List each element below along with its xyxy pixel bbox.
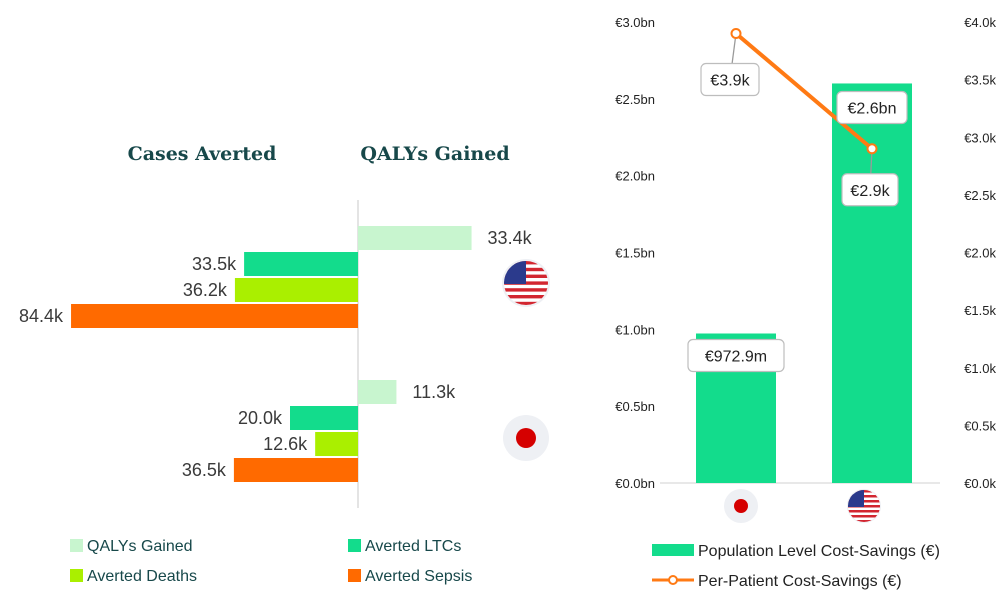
bar-label-usa: €2.6bn <box>848 100 897 117</box>
usa-flag-icon <box>502 259 550 307</box>
legend-marker-per-patient <box>668 575 678 585</box>
legend-swatch-population <box>652 544 694 556</box>
left-axis-tick: €2.5bn <box>615 92 655 107</box>
line-marker-1 <box>866 143 878 155</box>
bar-qalys <box>358 226 472 250</box>
right-axis-tick: €3.0k <box>964 130 996 145</box>
data-label-qalys: 33.4k <box>488 228 533 248</box>
left-axis-tick: €1.5bn <box>615 246 655 261</box>
bar-label-japan-box <box>687 338 785 373</box>
japan-flag-icon <box>503 415 549 461</box>
bar-ltcs <box>290 406 358 430</box>
legend-swatch-sepsis <box>348 569 361 582</box>
right-legend: Population Level Cost-Savings (€) Per-Pa… <box>652 543 940 590</box>
left-axis-tick: €3.0bn <box>615 15 655 30</box>
left-chart: Cases Averted QALYs Gained 33.4k 33.5k 36.… <box>19 143 550 585</box>
data-label-qalys: 11.3k <box>412 382 456 402</box>
legend-label-ltcs: Averted LTCs <box>365 538 461 555</box>
right-axis-tick: €1.0k <box>964 361 996 376</box>
right-axis-tick: €1.5k <box>964 303 996 318</box>
bar-qalys <box>358 380 397 404</box>
data-label-deaths: 36.2k <box>183 280 228 300</box>
bar-deaths <box>234 278 358 302</box>
data-label-sepsis: 84.4k <box>19 306 64 326</box>
right-axis-tick: €2.0k <box>964 246 996 261</box>
left-axis-tick: €2.0bn <box>615 169 655 184</box>
bar-sepsis <box>71 304 358 328</box>
bar-label-usa-box <box>836 90 908 125</box>
legend-label-per-patient: Per-Patient Cost-Savings (€) <box>698 573 902 590</box>
left-legend: QALYs Gained Averted LTCs Averted Deaths Av… <box>70 538 472 585</box>
line-label-japan: €3.9k <box>710 73 750 90</box>
legend-label-deaths: Averted Deaths <box>87 568 197 585</box>
line-marker-0 <box>730 28 742 40</box>
right-chart: €0.0bn €0.5bn €1.0bn €1.5bn €2.0bn €2.5bn €3.0… <box>615 15 996 590</box>
left-axis-tick: €0.5bn <box>615 399 655 414</box>
usa-flag-icon <box>847 489 881 523</box>
right-axis-tick: €3.5k <box>964 73 996 88</box>
legend-label-sepsis: Averted Sepsis <box>365 568 472 585</box>
data-label-deaths: 12.6k <box>263 434 308 454</box>
legend-label-population: Population Level Cost-Savings (€) <box>698 543 940 560</box>
qalys-gained-header: QALYs Gained <box>360 143 509 165</box>
right-axis-tick: €2.5k <box>964 188 996 203</box>
bar-deaths <box>315 432 358 456</box>
right-bars <box>696 83 912 483</box>
bar-ltcs <box>244 252 358 276</box>
line-label-japan-box <box>700 62 760 97</box>
left-axis-tick: €0.0bn <box>615 476 655 491</box>
bar-sepsis <box>233 458 358 482</box>
right-axis-tick: €0.5k <box>964 418 996 433</box>
per-patient-line <box>734 31 874 151</box>
bar-label-japan: €972.9m <box>705 348 767 365</box>
legend-swatch-deaths <box>70 569 83 582</box>
line-label-usa-box <box>841 173 899 207</box>
cases-averted-header: Cases Averted <box>128 143 277 165</box>
line-label-usa: €2.9k <box>850 183 890 200</box>
left-axis-tick: €1.0bn <box>615 322 655 337</box>
right-y-axis-ticks: €0.0k €0.5k €1.0k €1.5k €2.0k €2.5k €3.0k €3.5k… <box>964 15 996 491</box>
legend-label-qalys: QALYs Gained <box>87 538 193 555</box>
right-axis-tick: €4.0k <box>964 15 996 30</box>
legend-swatch-qalys <box>70 539 83 552</box>
japan-flag-icon <box>724 489 758 523</box>
data-label-sepsis: 36.5k <box>182 460 227 480</box>
left-bars: 33.4k 33.5k 36.2k 84.4k 11.3k 20.0k 12.6k 36.5k <box>19 226 533 482</box>
legend-swatch-ltcs <box>348 539 361 552</box>
per-patient-line-path <box>734 31 874 151</box>
left-y-axis-ticks: €0.0bn €0.5bn €1.0bn €1.5bn €2.0bn €2.5bn €3.0… <box>615 15 655 491</box>
data-label-ltcs: 33.5k <box>192 254 237 274</box>
right-data-labels: €972.9m €2.6bn €3.9k €2.9k <box>687 28 908 373</box>
data-label-ltcs: 20.0k <box>238 408 283 428</box>
right-axis-tick: €0.0k <box>964 476 996 491</box>
